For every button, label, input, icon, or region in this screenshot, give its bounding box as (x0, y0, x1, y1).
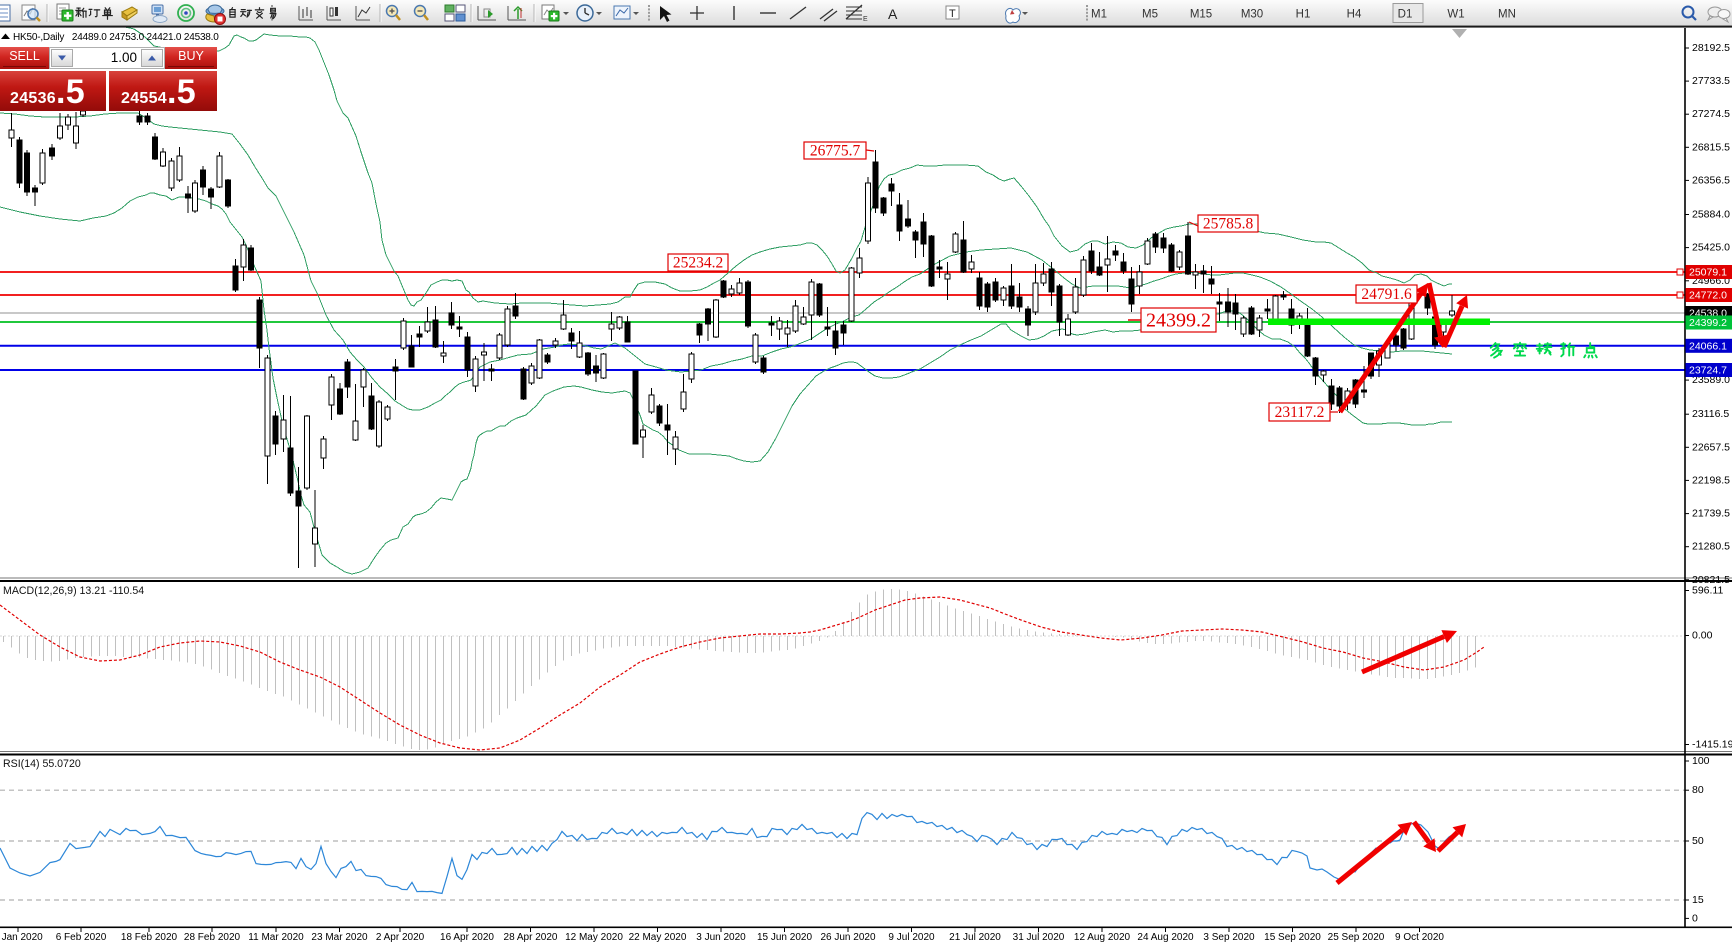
svg-text:24399.2: 24399.2 (1146, 310, 1211, 332)
svg-text:9 Oct 2020: 9 Oct 2020 (1395, 932, 1444, 943)
svg-text:25234.2: 25234.2 (673, 255, 723, 272)
svg-text:-1415.19: -1415.19 (1692, 739, 1732, 751)
svg-text:20821.5: 20821.5 (1692, 574, 1730, 586)
svg-text:25079.1: 25079.1 (1689, 267, 1727, 279)
svg-text:3 Jun 2020: 3 Jun 2020 (696, 932, 746, 943)
svg-text:26815.5: 26815.5 (1692, 141, 1730, 153)
svg-text:M1: M1 (1091, 9, 1107, 21)
svg-text:T: T (949, 8, 956, 20)
svg-text:23589.0: 23589.0 (1692, 374, 1730, 386)
svg-text:27733.5: 27733.5 (1692, 75, 1730, 87)
svg-text:A: A (888, 6, 898, 22)
svg-text:E: E (863, 16, 868, 23)
svg-text:MACD(12,26,9) 13.21 -110.54: MACD(12,26,9) 13.21 -110.54 (3, 585, 144, 597)
svg-text:18 Feb 2020: 18 Feb 2020 (121, 932, 178, 943)
svg-text:MN: MN (1498, 9, 1516, 21)
svg-text:80: 80 (1692, 784, 1704, 796)
svg-text:3 Sep 2020: 3 Sep 2020 (1203, 932, 1255, 943)
svg-text:0: 0 (1692, 912, 1698, 924)
svg-text:6 Feb 2020: 6 Feb 2020 (56, 932, 107, 943)
svg-text:15: 15 (1692, 894, 1704, 906)
svg-text:28 Feb 2020: 28 Feb 2020 (184, 932, 241, 943)
svg-text:M30: M30 (1241, 9, 1263, 21)
svg-text:25884.0: 25884.0 (1692, 209, 1730, 221)
svg-text:12 May 2020: 12 May 2020 (565, 932, 623, 943)
svg-text:26 Jun 2020: 26 Jun 2020 (820, 932, 875, 943)
svg-text:16 Apr 2020: 16 Apr 2020 (440, 932, 494, 943)
svg-text:26775.7: 26775.7 (810, 143, 861, 160)
svg-text:RSI(14) 55.0720: RSI(14) 55.0720 (3, 758, 81, 770)
svg-text:W1: W1 (1447, 9, 1464, 21)
svg-text:28192.5: 28192.5 (1692, 42, 1730, 54)
svg-text:24066.1: 24066.1 (1689, 340, 1727, 352)
svg-text:24 Aug 2020: 24 Aug 2020 (1137, 932, 1194, 943)
svg-text:M5: M5 (1142, 9, 1158, 21)
svg-text:D1: D1 (1398, 9, 1413, 21)
svg-text:27274.5: 27274.5 (1692, 108, 1730, 120)
svg-text:M15: M15 (1190, 9, 1212, 21)
svg-text:22198.5: 22198.5 (1692, 474, 1730, 486)
svg-text:24772.0: 24772.0 (1689, 290, 1727, 302)
svg-text:15 Jun 2020: 15 Jun 2020 (757, 932, 812, 943)
svg-text:22657.5: 22657.5 (1692, 441, 1730, 453)
svg-text:596.11: 596.11 (1692, 585, 1723, 597)
svg-text:12 Aug 2020: 12 Aug 2020 (1074, 932, 1131, 943)
svg-text:9 Jul 2020: 9 Jul 2020 (888, 932, 935, 943)
svg-text:22 May 2020: 22 May 2020 (629, 932, 687, 943)
svg-text:23 Mar 2020: 23 Mar 2020 (311, 932, 368, 943)
svg-text:21280.5: 21280.5 (1692, 541, 1730, 553)
svg-text:15 Sep 2020: 15 Sep 2020 (1264, 932, 1321, 943)
svg-text:21 Jul 2020: 21 Jul 2020 (949, 932, 1001, 943)
svg-text:25425.0: 25425.0 (1692, 242, 1730, 254)
svg-text:23116.5: 23116.5 (1692, 408, 1729, 420)
svg-text:HK50-,Daily 24489.0 24753.0: HK50-,Daily 24489.0 24753.0 24421.0 2453… (13, 32, 219, 43)
svg-text:25785.8: 25785.8 (1203, 216, 1254, 233)
svg-text:0.00: 0.00 (1692, 630, 1713, 642)
svg-text:50: 50 (1692, 835, 1704, 847)
svg-text:100: 100 (1692, 755, 1710, 767)
svg-text:31 Jul 2020: 31 Jul 2020 (1013, 932, 1065, 943)
svg-text:3 Jan 2020: 3 Jan 2020 (0, 932, 43, 943)
svg-text:21739.5: 21739.5 (1692, 508, 1730, 520)
svg-text:24399.2: 24399.2 (1689, 317, 1727, 329)
svg-text:H1: H1 (1296, 9, 1311, 21)
svg-text:23724.7: 23724.7 (1689, 365, 1727, 377)
svg-text:24791.6: 24791.6 (1361, 286, 1412, 303)
svg-text:28 Apr 2020: 28 Apr 2020 (504, 932, 558, 943)
svg-text:11 Mar 2020: 11 Mar 2020 (248, 932, 304, 943)
svg-text:H4: H4 (1347, 9, 1362, 21)
svg-text:2 Apr 2020: 2 Apr 2020 (376, 932, 425, 943)
svg-text:25 Sep 2020: 25 Sep 2020 (1328, 932, 1385, 943)
svg-text:26356.5: 26356.5 (1692, 174, 1730, 186)
svg-text:23117.2: 23117.2 (1275, 404, 1325, 421)
